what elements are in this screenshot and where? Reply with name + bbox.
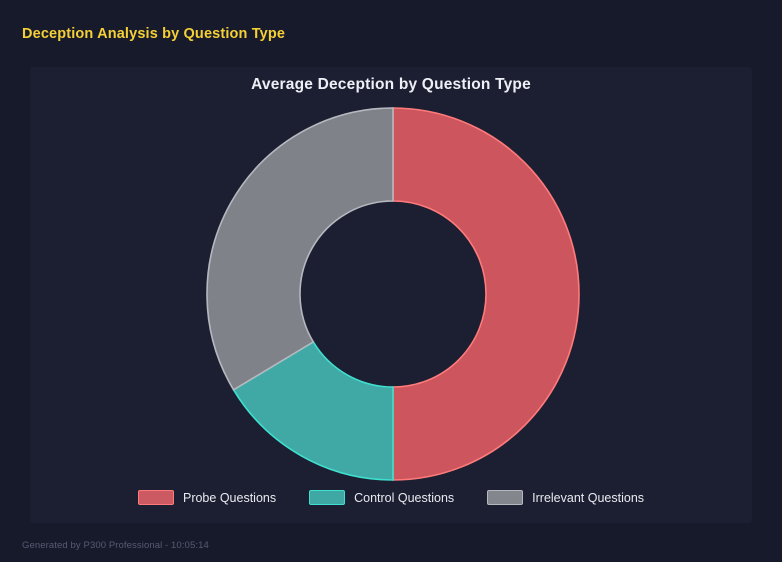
donut-chart-svg [206, 107, 580, 481]
legend-color-swatch [137, 490, 174, 505]
legend-item[interactable]: Control Questions [309, 490, 454, 505]
legend-item[interactable]: Probe Questions [137, 490, 277, 505]
footer-status-text: Generated by P300 Professional - 10:05:1… [22, 540, 209, 551]
legend-label: Control Questions [354, 490, 455, 505]
donut-slice-group [206, 107, 580, 481]
legend-color-swatch [487, 490, 524, 505]
donut-slice[interactable] [392, 107, 580, 481]
legend-color-swatch [309, 490, 346, 505]
donut-slice[interactable] [232, 340, 394, 481]
page-title: Deception Analysis by Question Type [22, 26, 286, 42]
chart-legend: Probe Questions Control Questions Irreleva… [30, 490, 752, 505]
chart-title: Average Deception by Question Type [251, 76, 531, 93]
legend-item[interactable]: Irrelevant Questions [487, 490, 644, 505]
chart-panel: Average Deception by Question Type Probe… [30, 67, 752, 523]
donut-chart [30, 67, 752, 523]
donut-slice[interactable] [206, 107, 394, 391]
legend-label: Irrelevant Questions [532, 490, 645, 505]
legend-label: Probe Questions [182, 490, 277, 505]
